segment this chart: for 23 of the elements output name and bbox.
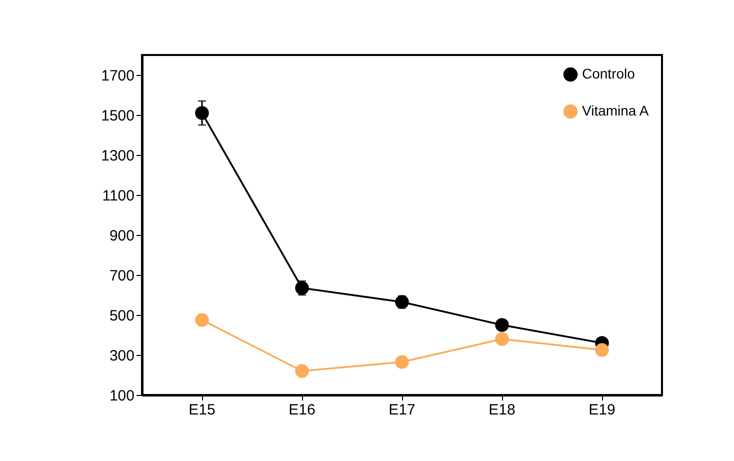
y-tick-label: 700 xyxy=(109,268,134,284)
legend-label: Vitamina A xyxy=(582,102,650,118)
point xyxy=(295,281,309,295)
x-tick-label: E18 xyxy=(488,402,516,418)
y-tick-label: 1300 xyxy=(101,148,134,164)
point xyxy=(295,364,309,378)
y-tick-label: 900 xyxy=(109,228,134,244)
x-tick-label: E15 xyxy=(188,402,216,418)
x-tick-label: E19 xyxy=(588,402,616,418)
legend-label: Controlo xyxy=(582,66,636,82)
x-tick-label: E16 xyxy=(288,402,316,418)
y-tick-label: 1700 xyxy=(101,68,134,84)
x-tick-label: E17 xyxy=(388,402,416,418)
y-tick-label: 1100 xyxy=(102,188,134,204)
point xyxy=(195,313,209,327)
point xyxy=(495,318,509,332)
y-tick-label: 500 xyxy=(109,308,134,324)
y-tick-label: 1500 xyxy=(101,108,134,124)
point xyxy=(595,343,609,357)
point xyxy=(495,332,509,346)
point xyxy=(395,355,409,369)
y-tick-label: 100 xyxy=(109,388,134,404)
y-tick-label: 300 xyxy=(109,348,134,364)
